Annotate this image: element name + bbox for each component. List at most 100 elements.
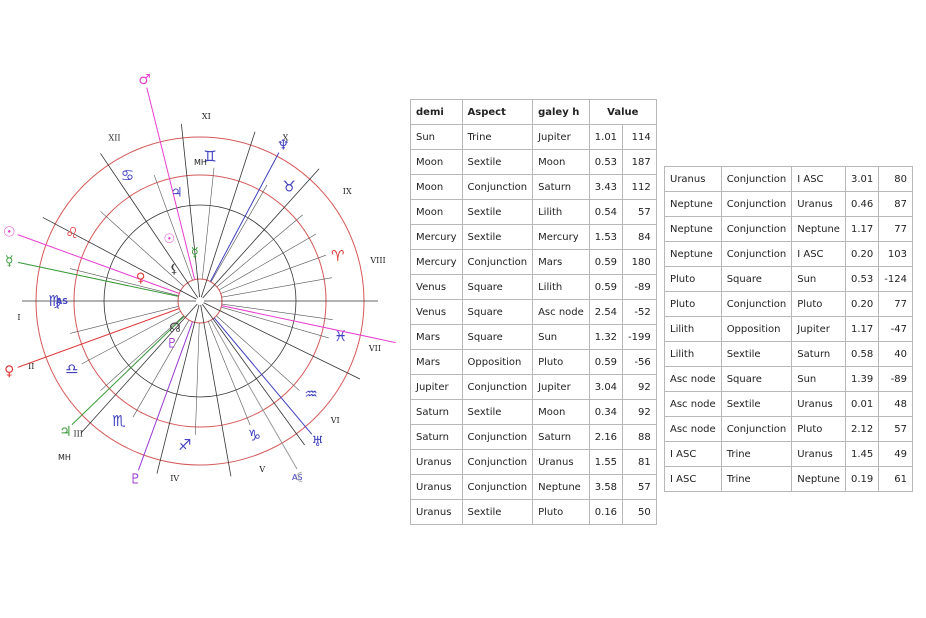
cell-value: 77 — [878, 216, 913, 242]
table-row: Mercury Conjunction Mars 0.59 180 — [410, 249, 657, 275]
cell-aspect: Conjunction — [720, 216, 793, 242]
cell-value: 84 — [622, 224, 657, 250]
cell-galey-h: Moon — [532, 399, 590, 425]
cell-demi: Mercury — [410, 224, 463, 250]
cell-galey-h: Uranus — [791, 191, 846, 217]
table-row: Saturn Conjunction Saturn 2.16 88 — [410, 424, 657, 450]
zodiac-sign-icon: ♍ — [48, 292, 61, 310]
cell-value: -47 — [878, 316, 913, 342]
neptune-pointer-line — [209, 152, 280, 282]
spoke-line — [81, 311, 181, 365]
mercury-inner-icon: ☿ — [191, 245, 199, 260]
cell-orb: 0.59 — [588, 274, 624, 300]
cell-galey-h: Pluto — [791, 291, 846, 317]
cell-demi: Asc node — [664, 366, 722, 392]
venus-pointer-line — [17, 308, 180, 368]
cell-galey-h: Mars — [532, 249, 590, 275]
cell-value: 61 — [878, 466, 913, 492]
cell-orb: 0.20 — [844, 241, 880, 267]
sun-inner-icon: ☉ — [163, 232, 175, 247]
midheaven-label: MH — [194, 158, 207, 167]
cell-galey-h: Uranus — [532, 449, 590, 475]
cell-aspect: Conjunction — [720, 241, 793, 267]
sun-pointer-line — [17, 234, 180, 294]
cell-orb: 1.45 — [844, 441, 880, 467]
astrology-wheel-svg: IIIIIIIVVVIVIIVIIIIXXXIXII♈♉♊♋♌♍♎♏♐♑♒♓AS… — [3, 72, 400, 488]
cell-value: -56 — [622, 349, 657, 375]
house-cusp-line — [180, 123, 200, 298]
cell-aspect: Opposition — [461, 349, 534, 375]
house-numeral-xii: XII — [109, 133, 121, 142]
cell-orb: 2.16 — [588, 424, 624, 450]
jupiter-icon: ♃ — [59, 424, 72, 440]
cell-demi: Uranus — [410, 474, 463, 500]
zodiac-sign-icon: ♎ — [65, 360, 78, 378]
spoke-line — [220, 254, 327, 294]
mars-pointer-line — [146, 87, 196, 280]
house-numeral-i: I — [17, 313, 20, 322]
table-row: Lilith Sextile Saturn 0.58 40 — [664, 341, 913, 367]
cell-orb: 1.39 — [844, 366, 880, 392]
cell-orb: 3.04 — [588, 374, 624, 400]
cell-demi: I ASC — [664, 441, 722, 467]
house-numeral-ii: II — [28, 362, 34, 371]
cell-orb: 0.46 — [844, 191, 880, 217]
cell-orb: 0.53 — [588, 149, 624, 175]
house-cusp-line — [202, 304, 305, 446]
cell-value: 187 — [622, 149, 657, 175]
house-cusp-line — [200, 131, 256, 298]
cell-galey-h: Lilith — [532, 274, 590, 300]
house-cusp-line — [80, 303, 198, 434]
cell-orb: 1.32 — [588, 324, 624, 350]
aspects-table-right-body: Uranus Conjunction I ASC 3.01 80 Neptune Conju… — [664, 166, 913, 492]
saturn-pointer-line — [221, 305, 396, 344]
house-numeral-iv: IV — [170, 474, 179, 483]
ascendant-label: AS — [56, 297, 68, 306]
cell-galey-h: Pluto — [532, 499, 590, 525]
table-row: Asc node Square Sun 1.39 -89 — [664, 366, 913, 392]
table-row: Pluto Square Sun 0.53 -124 — [664, 266, 913, 292]
cell-demi: Saturn — [410, 424, 463, 450]
cell-galey-h: Neptune — [532, 474, 590, 500]
table-row: Uranus Conjunction I ASC 3.01 80 — [664, 166, 913, 192]
spoke-line — [69, 268, 179, 296]
cell-orb: 1.17 — [844, 316, 880, 342]
sun-icon: ☉ — [3, 225, 16, 241]
cell-value: 77 — [878, 291, 913, 317]
cell-value: 92 — [622, 374, 657, 400]
table-row: I ASC Trine Neptune 0.19 61 — [664, 466, 913, 492]
cell-demi: Jupiter — [410, 374, 463, 400]
cell-demi: Uranus — [410, 449, 463, 475]
spoke-line — [207, 321, 251, 426]
cell-orb: 0.16 — [588, 499, 624, 525]
zodiac-sign-icon: ♑ — [248, 426, 261, 444]
saturn-icon: ♄ — [398, 337, 400, 353]
cell-aspect: Sextile — [720, 341, 793, 367]
house-numeral-iii: III — [73, 429, 82, 438]
cell-value: 92 — [622, 399, 657, 425]
venus-icon: ♀ — [4, 363, 14, 379]
ascendant-label-outer: AS — [292, 473, 303, 482]
cell-value: 57 — [878, 416, 913, 442]
cell-orb: 2.54 — [588, 299, 624, 325]
jupiter-pointer-line — [71, 315, 185, 426]
aspects-table-left-body: Sun Trine Jupiter 1.01 114 Moon Sextile Moon 0.5… — [410, 124, 657, 525]
cell-aspect: Square — [720, 366, 793, 392]
cell-demi: Sun — [410, 124, 463, 150]
cell-demi: I ASC — [664, 466, 722, 492]
table-row: Asc node Conjunction Pluto 2.12 57 — [664, 416, 913, 442]
cell-galey-h: Jupiter — [791, 316, 846, 342]
cell-aspect: Square — [461, 274, 534, 300]
cell-demi: Uranus — [664, 166, 722, 192]
cell-demi: Mars — [410, 349, 463, 375]
house-cusp-line — [202, 168, 320, 299]
cell-value: -52 — [622, 299, 657, 325]
spoke-line — [218, 233, 317, 291]
cell-demi: Venus — [410, 274, 463, 300]
cell-demi: Lilith — [664, 341, 722, 367]
header-demi: demi — [410, 99, 463, 125]
house-numeral-viii: VIII — [369, 256, 385, 265]
table-row: Venus Square Lilith 0.59 -89 — [410, 274, 657, 300]
cell-value: 180 — [622, 249, 657, 275]
aspects-table-right: Uranus Conjunction I ASC 3.01 80 Neptune Conju… — [664, 166, 913, 492]
